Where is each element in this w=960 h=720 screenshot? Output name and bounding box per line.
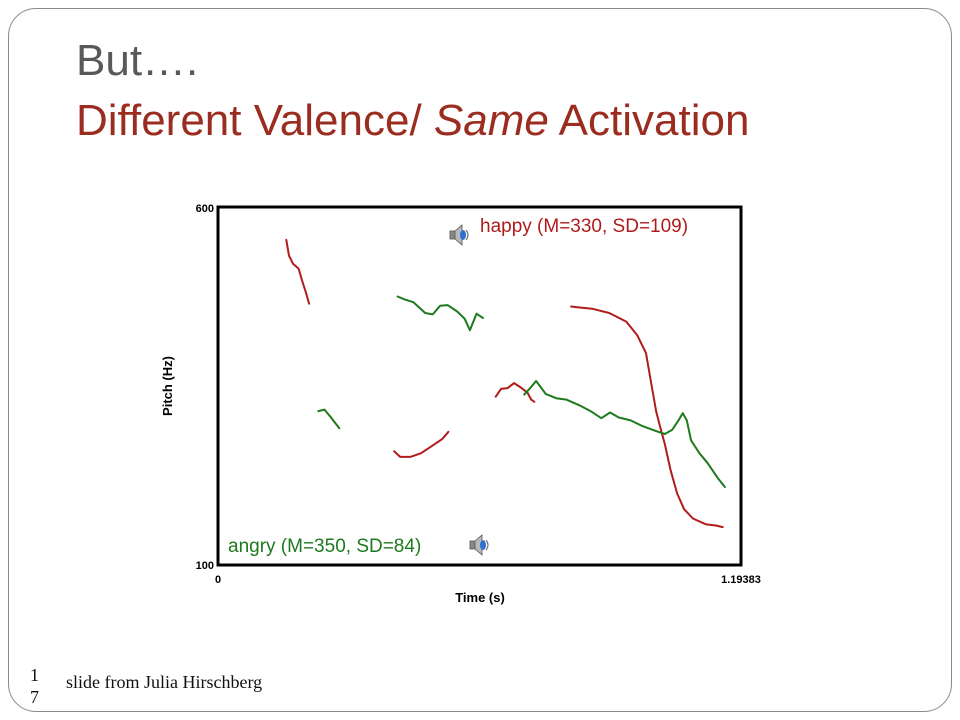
x-tick-label-left: 0 [215,574,221,586]
speaker-icon[interactable] [469,534,489,556]
x-axis-label: Time (s) [455,590,505,605]
happy-annotation: happy (M=330, SD=109) [449,216,688,246]
slide-credit: slide from Julia Hirschberg [66,672,263,692]
y-axis-label: Pitch (Hz) [160,356,175,416]
happy-pitch-segment-2 [393,430,450,458]
happy-label: happy (M=330, SD=109) [480,216,688,237]
happy-pitch-segment-4 [570,305,724,529]
slide-title-line1: But…. [76,36,199,85]
happy-pitch-segment-3 [494,382,536,403]
title-italic-word: Same [433,96,549,145]
slide-title-line2: Different Valence/ Same Activation [76,96,749,146]
plot-frame [216,205,743,567]
angry-pitch-segment-3 [523,380,726,488]
pitch-chart: 600 100 0 1.19383 Time (s) Pitch (Hz) ha… [160,203,761,605]
angry-annotation: angry (M=350, SD=84) [228,534,489,557]
angry-pitch-segment-1 [317,408,341,430]
speaker-icon[interactable] [449,224,469,246]
y-tick-label-bottom: 100 [196,560,214,572]
slide-number: 17 [30,665,39,707]
happy-pitch-segment-1 [285,238,311,305]
y-tick-label-top: 600 [196,203,214,215]
series-layer [285,238,726,529]
title-part2: Activation [548,96,750,145]
x-tick-label-right: 1.19383 [721,574,761,586]
title-part1: Different Valence/ [76,96,434,145]
angry-pitch-segment-2 [396,295,484,332]
angry-label: angry (M=350, SD=84) [228,536,421,557]
